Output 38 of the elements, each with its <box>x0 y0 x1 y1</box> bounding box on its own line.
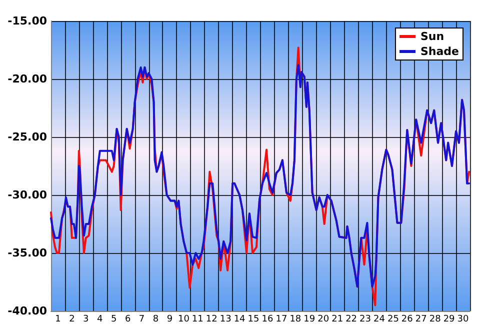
y-tick-label: -35.00 <box>8 246 48 260</box>
x-tick-label: 13 <box>220 314 232 324</box>
x-tick-label: 26 <box>401 314 414 324</box>
x-tick-label: 27 <box>415 314 427 324</box>
x-tick-label: 14 <box>234 314 246 324</box>
y-tick-label: -40.00 <box>8 304 48 318</box>
x-tick-label: 12 <box>206 314 218 324</box>
x-tick-label: 18 <box>290 314 302 324</box>
x-tick-label: 11 <box>192 314 204 324</box>
y-tick-label: -20.00 <box>8 72 48 86</box>
legend-label: Shade <box>420 45 460 58</box>
x-tick-label: 16 <box>262 314 274 324</box>
x-tick-label: 5 <box>110 314 117 324</box>
x-tick-label: 1 <box>55 314 61 324</box>
x-tick-label: 15 <box>248 314 260 324</box>
x-tick-label: 20 <box>318 314 330 324</box>
x-tick-label: 10 <box>178 314 190 324</box>
x-tick-label: 19 <box>304 314 316 324</box>
x-tick-label: 25 <box>387 314 399 324</box>
x-tick-label: 9 <box>166 314 173 324</box>
x-tick-label: 30 <box>457 314 470 324</box>
x-tick-label: 8 <box>152 314 159 324</box>
x-tick-label: 22 <box>346 314 358 324</box>
y-tick-label: -25.00 <box>8 130 48 144</box>
y-tick-label: -15.00 <box>8 14 48 28</box>
x-tick-label: 3 <box>83 314 89 324</box>
x-tick-label: 6 <box>124 314 131 324</box>
x-tick-label: 4 <box>97 314 104 324</box>
x-tick-label: 28 <box>429 314 442 324</box>
x-tick-label: 7 <box>138 314 145 324</box>
legend-label: Sun <box>420 30 444 43</box>
x-tick-label: 2 <box>69 314 75 324</box>
y-tick-label: -30.00 <box>8 188 48 202</box>
x-tick-label: 17 <box>276 314 288 324</box>
x-tick-label: 21 <box>332 314 344 324</box>
x-tick-label: 24 <box>373 314 386 324</box>
x-tick-label: 23 <box>360 314 371 324</box>
x-tick-label: 29 <box>443 314 456 324</box>
